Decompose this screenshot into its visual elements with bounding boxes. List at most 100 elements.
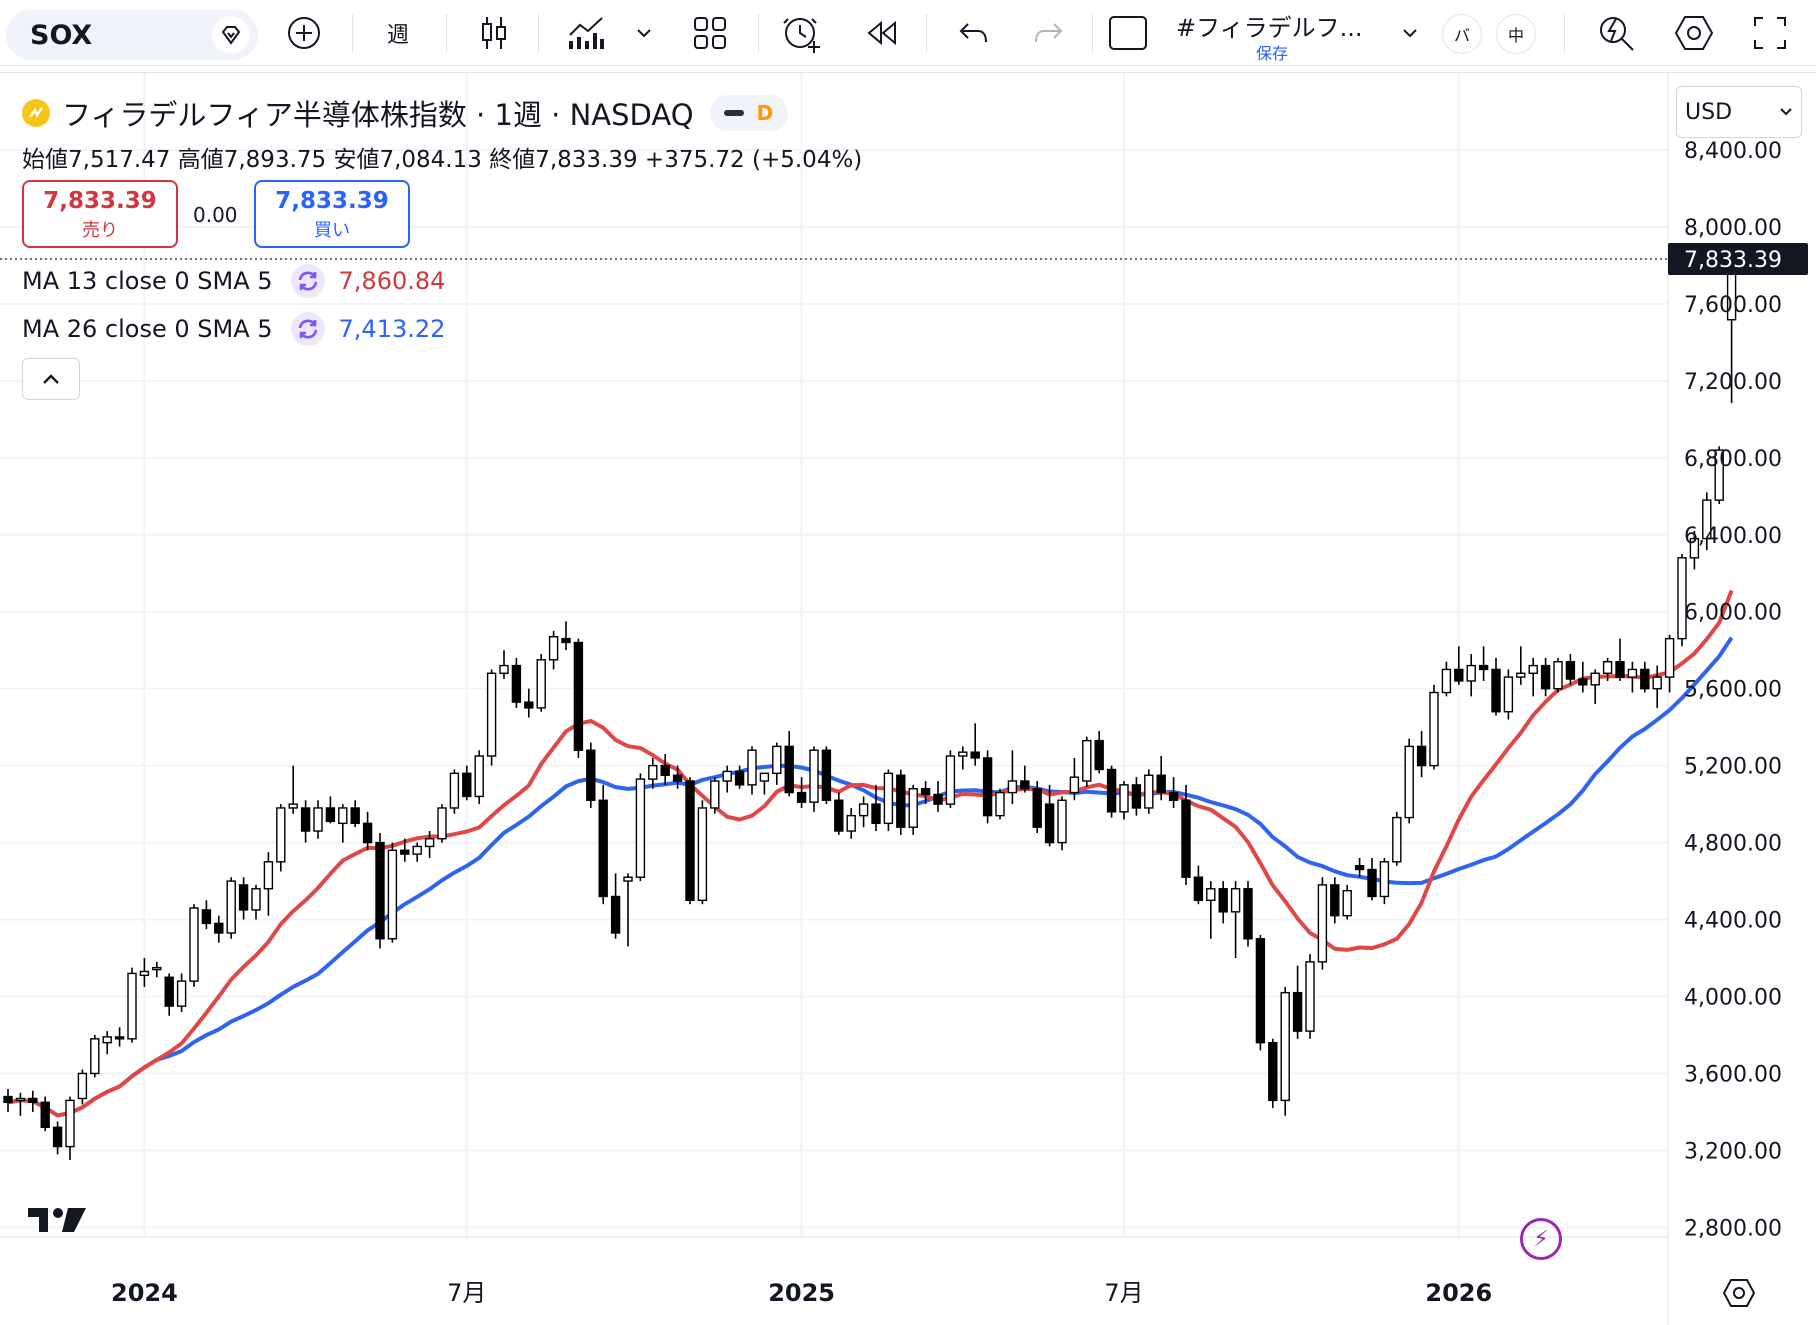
minus-icon (723, 110, 744, 116)
currency-select[interactable]: USD (1676, 86, 1802, 138)
candle (1007, 750, 1018, 805)
spread-value: 0.00 (193, 203, 238, 227)
data-status-badge[interactable]: D (709, 95, 788, 131)
candle-body (288, 803, 298, 809)
chinese-button[interactable]: 中 (1496, 14, 1536, 54)
candle-body (1268, 1041, 1278, 1102)
add-symbol-icon[interactable] (282, 12, 326, 54)
candle (52, 1121, 63, 1155)
candle (598, 784, 608, 905)
diamond-icon[interactable] (212, 16, 250, 54)
candle-body (635, 778, 646, 878)
collapse-legend-button[interactable] (22, 358, 80, 400)
candle (40, 1096, 50, 1132)
chart-area[interactable]: 8,400.00 8,000.00 7,600.00 7,200.00 6,800.00… (0, 72, 1816, 1325)
layout-name-button[interactable]: #フィラデルフ... 保存 (1168, 8, 1398, 63)
candle-body (586, 749, 596, 801)
candle (1206, 881, 1216, 939)
candle (1342, 884, 1352, 920)
candle-body (1057, 799, 1067, 844)
fullscreen-frame-icon[interactable] (1106, 12, 1150, 54)
refresh-icon[interactable] (290, 312, 325, 346)
candle (1677, 553, 1687, 647)
price-chart[interactable]: 8,400.00 8,000.00 7,600.00 7,200.00 6,800.00… (0, 73, 1816, 1325)
candle-body (1702, 499, 1712, 540)
candle-body (1689, 537, 1700, 559)
candle-body (437, 807, 447, 840)
candle-body (325, 807, 336, 823)
interval-button[interactable]: 週 (386, 23, 409, 48)
candle (375, 832, 385, 949)
candle (660, 754, 670, 785)
layout-grid-icon[interactable] (690, 12, 730, 54)
symbol-search[interactable]: SOX (6, 10, 258, 60)
candle-body (710, 780, 720, 809)
candle (263, 852, 274, 916)
undo-icon[interactable] (954, 12, 992, 54)
candle (1168, 777, 1179, 808)
candle-body (846, 814, 856, 832)
candle-body (660, 764, 670, 776)
candle (1404, 738, 1414, 824)
candle-body (1367, 868, 1377, 898)
candle-body (3, 1095, 13, 1104)
redo-icon[interactable] (1030, 12, 1068, 54)
tradingview-logo[interactable] (26, 1204, 90, 1240)
candle-body (672, 774, 683, 782)
candle (1280, 986, 1290, 1116)
candle (672, 765, 683, 789)
indicators-icon[interactable] (566, 12, 606, 54)
axis-settings-icon[interactable] (1722, 1278, 1756, 1312)
candle-body (1677, 557, 1687, 640)
candle-body (896, 774, 906, 828)
last-price-tag (1668, 242, 1808, 275)
candle-body (276, 807, 286, 863)
ma26-legend-row[interactable]: MA 26 close 0 SMA 5 7,413.22 (22, 312, 445, 346)
price-axis-label: 6,400.00 (1684, 524, 1782, 549)
candle-body (90, 1038, 100, 1075)
chevron-down-icon[interactable] (1398, 12, 1422, 54)
candle (1020, 765, 1030, 793)
chevron-down-icon[interactable] (632, 12, 656, 54)
candle-body (1664, 637, 1675, 678)
candle-body (449, 772, 460, 809)
candle-body (908, 788, 918, 828)
candle (1392, 811, 1402, 866)
candle-body (226, 880, 236, 934)
candle (958, 746, 968, 770)
fullscreen-icon[interactable] (1750, 12, 1790, 54)
candle (1528, 657, 1538, 697)
candle (1503, 669, 1514, 720)
candle-body (1392, 816, 1402, 863)
chevron-down-icon (1779, 101, 1793, 122)
candle (1491, 657, 1501, 716)
candle (548, 630, 559, 670)
refresh-icon[interactable] (290, 264, 325, 298)
candle (1144, 769, 1154, 814)
legend-title-row: フィラデルフィア半導体株指数 · 1週 · NASDAQ D (22, 92, 788, 134)
bar-replay-button[interactable]: バ (1442, 14, 1482, 54)
candle-body (1218, 888, 1228, 913)
candle (400, 838, 410, 862)
alert-clock-icon[interactable] (780, 12, 824, 54)
price-axis-label: 4,000.00 (1684, 986, 1782, 1011)
quick-search-icon[interactable] (1594, 12, 1638, 54)
candle-body (114, 1036, 125, 1040)
ma13-legend-row[interactable]: MA 13 close 0 SMA 5 7,860.84 (22, 264, 445, 298)
candle-body (1193, 876, 1204, 902)
candle (1255, 934, 1266, 1051)
candle-body (1615, 661, 1625, 678)
candle-body (1082, 739, 1092, 782)
candle (1082, 736, 1092, 787)
replay-icon[interactable] (862, 12, 902, 54)
candle (995, 788, 1005, 820)
candles-icon[interactable] (474, 12, 514, 54)
candle-body (722, 770, 732, 782)
candle-body (995, 791, 1005, 817)
lightning-icon[interactable]: ⚡ (1520, 1218, 1562, 1260)
time-axis-label: 7月 (447, 1279, 486, 1307)
buy-button[interactable]: 7,833.39 買い (254, 180, 410, 248)
settings-icon[interactable] (1672, 12, 1716, 54)
candle-body (412, 845, 422, 855)
sell-button[interactable]: 7,833.39 売り (22, 180, 178, 248)
